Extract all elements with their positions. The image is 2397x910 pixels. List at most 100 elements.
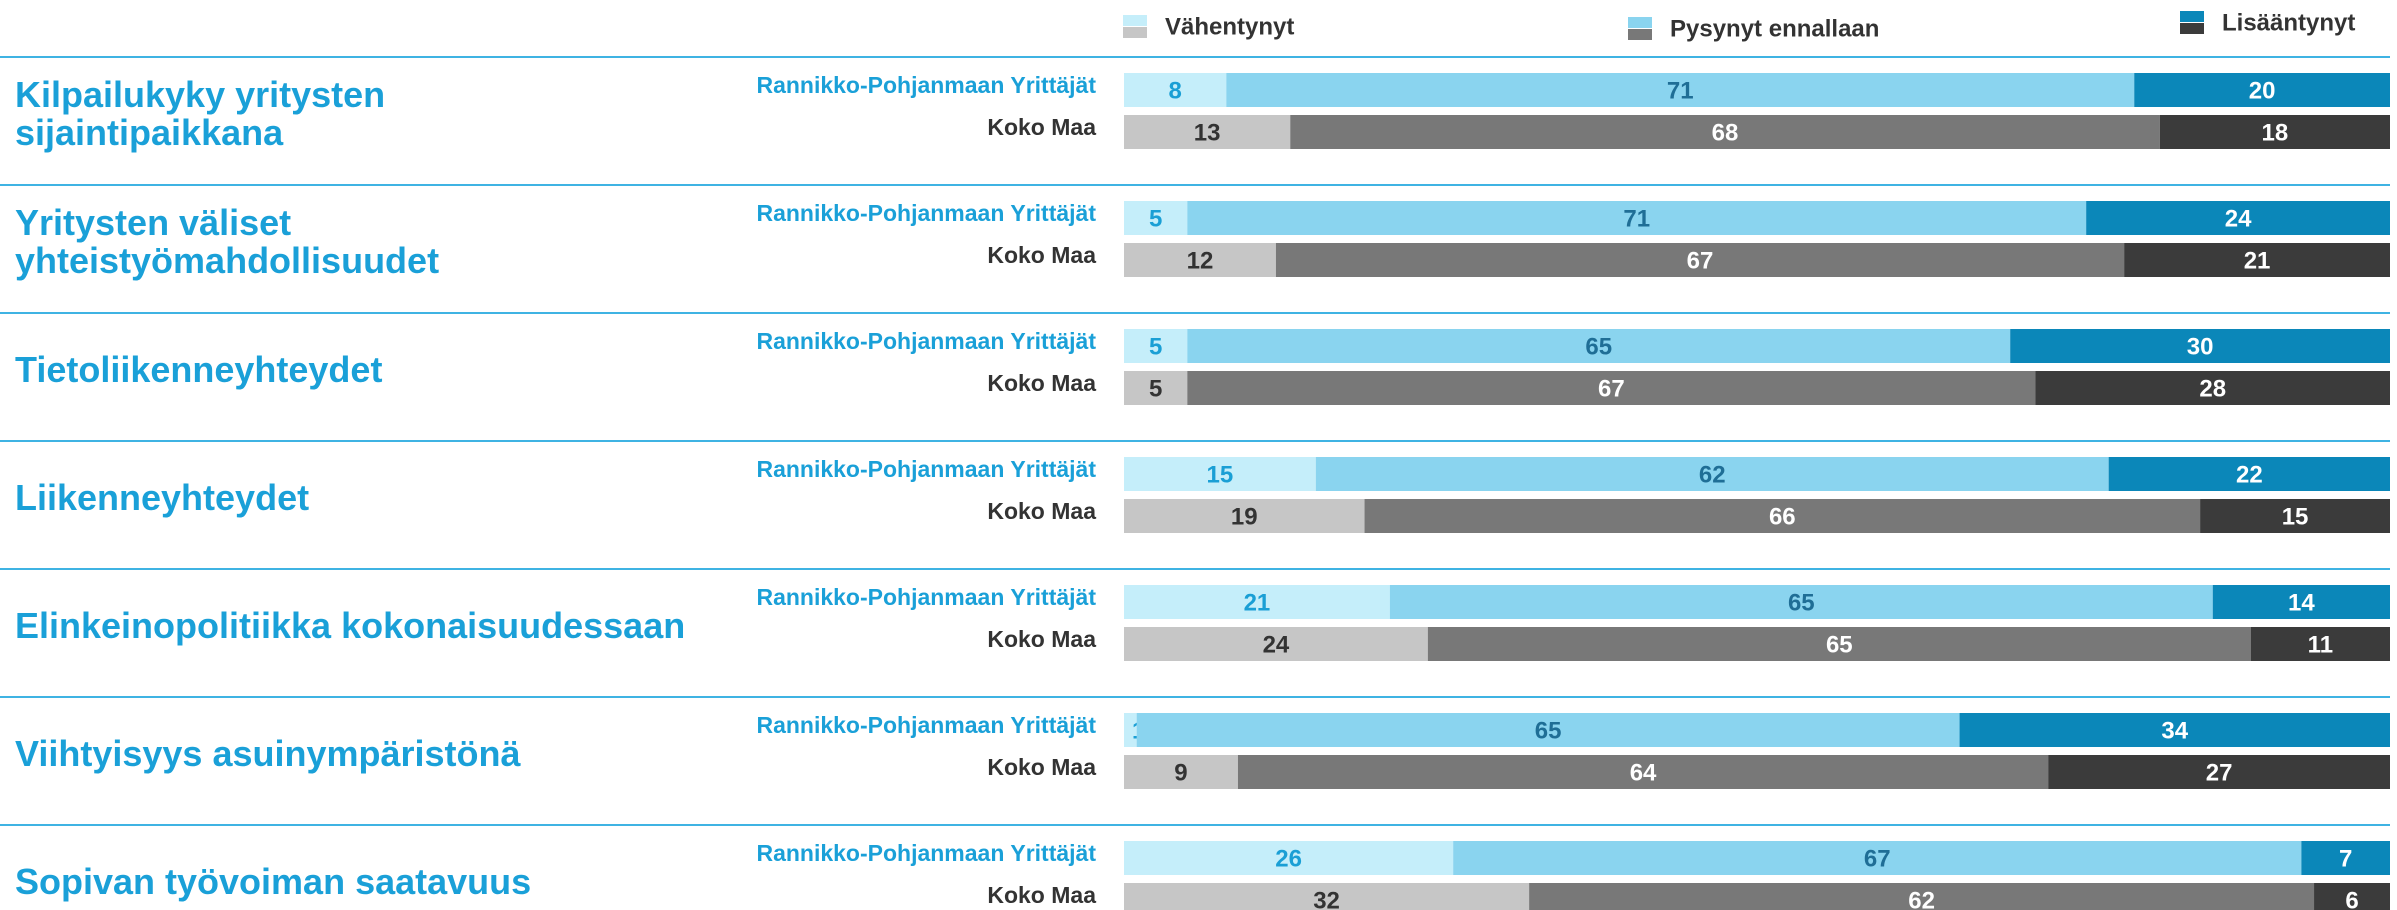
legend-swatch xyxy=(1628,29,1652,40)
legend-label: Vähentynyt xyxy=(1165,13,1294,40)
category-label: Elinkeinopolitiikka kokonaisuudessaan xyxy=(15,605,685,646)
category-label: Viihtyisyys asuinympäristönä xyxy=(15,733,522,774)
value-label: 34 xyxy=(2161,717,2188,744)
row-label: Rannikko-Pohjanmaan Yrittäjät xyxy=(756,584,1096,610)
row-label: Rannikko-Pohjanmaan Yrittäjät xyxy=(756,456,1096,482)
bar-segment xyxy=(1124,713,1137,747)
row-label: Rannikko-Pohjanmaan Yrittäjät xyxy=(756,328,1096,354)
bar-segment xyxy=(1389,585,2213,619)
bar-segment xyxy=(1124,243,1276,277)
bar-segment xyxy=(1315,457,2109,491)
value-label: 67 xyxy=(1598,375,1625,402)
value-label: 15 xyxy=(1207,461,1234,488)
row-label: Rannikko-Pohjanmaan Yrittäjät xyxy=(756,200,1096,226)
row-label: Rannikko-Pohjanmaan Yrittäjät xyxy=(756,72,1096,98)
value-label: 18 xyxy=(2262,119,2289,146)
value-label: 12 xyxy=(1187,247,1214,274)
value-label: 26 xyxy=(1275,845,1302,872)
value-label: 5 xyxy=(1149,205,1162,232)
value-label: 71 xyxy=(1667,77,1694,104)
bar-segment xyxy=(1124,73,1227,107)
value-label: 21 xyxy=(2244,247,2271,274)
value-label: 7 xyxy=(2339,845,2352,872)
value-label: 11 xyxy=(2308,631,2333,658)
value-label: 24 xyxy=(2225,205,2252,232)
value-label: 27 xyxy=(2206,759,2233,786)
bar-segment xyxy=(1124,457,1316,491)
category-label: Sopivan työvoiman saatavuus xyxy=(15,861,531,902)
bar-segment xyxy=(1124,329,1188,363)
bar-segment xyxy=(1124,755,1238,789)
bar-segment xyxy=(2134,73,2390,107)
bar-segment xyxy=(1529,883,2315,910)
row-label: Koko Maa xyxy=(987,626,1096,652)
value-label: 67 xyxy=(1864,845,1891,872)
bar-segment xyxy=(2314,883,2390,910)
row-label: Koko Maa xyxy=(987,882,1096,908)
value-label: 71 xyxy=(1623,205,1650,232)
bar-segment xyxy=(1124,627,1428,661)
bar-segment xyxy=(2159,115,2390,149)
bar-segment xyxy=(1226,73,2135,107)
bar-segment xyxy=(2035,371,2390,405)
bar-segment xyxy=(1275,243,2125,277)
row-label: Rannikko-Pohjanmaan Yrittäjät xyxy=(756,712,1096,738)
row-label: Koko Maa xyxy=(987,370,1096,396)
value-label: 13 xyxy=(1194,119,1221,146)
bar-segment xyxy=(1124,371,1188,405)
bar-segment xyxy=(1290,115,2160,149)
bar-segment xyxy=(1124,585,1390,619)
legend-label: Pysynyt ennallaan xyxy=(1670,15,1879,42)
value-label: 9 xyxy=(1174,759,1187,786)
bar-segment xyxy=(1124,115,1291,149)
value-label: 65 xyxy=(1826,631,1853,658)
value-label: 19 xyxy=(1231,503,1258,530)
category-label: Kilpailukyky yritysten sijaintipaikkana xyxy=(15,74,385,153)
value-label: 32 xyxy=(1313,887,1340,910)
legend-swatch xyxy=(2180,11,2204,22)
bar-segment xyxy=(2301,841,2390,875)
bar-segment xyxy=(1187,371,2036,405)
value-label: 62 xyxy=(1699,461,1726,488)
value-label: 22 xyxy=(2236,461,2263,488)
row-label: Rannikko-Pohjanmaan Yrittäjät xyxy=(756,840,1096,866)
bar-segment xyxy=(2124,243,2390,277)
bar-segment xyxy=(1453,841,2302,875)
legend-swatch xyxy=(1628,17,1652,28)
category-label: Liikenneyhteydet xyxy=(15,477,309,518)
bar-segment xyxy=(2200,499,2390,533)
value-label: 64 xyxy=(1630,759,1657,786)
bar-segment xyxy=(1959,713,2390,747)
value-label: 68 xyxy=(1712,119,1739,146)
value-label: 24 xyxy=(1263,631,1290,658)
value-label: 14 xyxy=(2288,589,2315,616)
bar-segment xyxy=(1136,713,1960,747)
bar-segment xyxy=(2212,585,2390,619)
bar-segment xyxy=(1427,627,2251,661)
bar-segment xyxy=(2108,457,2390,491)
value-label: 65 xyxy=(1585,333,1612,360)
bar-segment xyxy=(2010,329,2390,363)
row-label: Koko Maa xyxy=(987,498,1096,524)
value-label: 67 xyxy=(1687,247,1714,274)
legend-swatch xyxy=(2180,23,2204,34)
value-label: 66 xyxy=(1769,503,1796,530)
bar-segment xyxy=(1124,201,1188,235)
value-label: 65 xyxy=(1535,717,1562,744)
value-label: 30 xyxy=(2187,333,2214,360)
value-label: 5 xyxy=(1149,375,1162,402)
bar-segment xyxy=(1187,201,2087,235)
value-label: 8 xyxy=(1168,77,1181,104)
value-label: 28 xyxy=(2199,375,2226,402)
value-label: 62 xyxy=(1908,887,1935,910)
bar-segment xyxy=(1237,755,2049,789)
category-label: Yritysten väliset yhteistyömahdollisuudet xyxy=(15,202,439,281)
category-label: Tietoliikenneyhteydet xyxy=(15,349,382,390)
row-label: Koko Maa xyxy=(987,114,1096,140)
value-label: 20 xyxy=(2249,77,2276,104)
value-label: 15 xyxy=(2282,503,2309,530)
bar-segment xyxy=(1124,499,1365,533)
row-label: Koko Maa xyxy=(987,242,1096,268)
value-label: 65 xyxy=(1788,589,1815,616)
bar-segment xyxy=(1124,883,1530,910)
